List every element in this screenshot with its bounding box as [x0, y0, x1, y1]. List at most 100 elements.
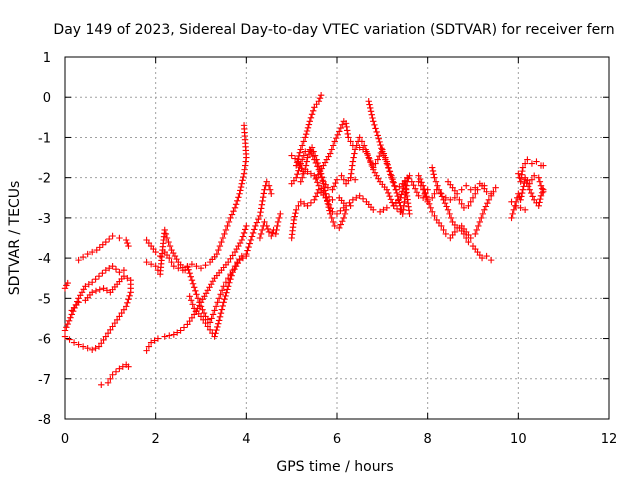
data-point	[231, 204, 239, 212]
data-point	[365, 154, 372, 161]
data-point	[478, 254, 486, 262]
data-point	[517, 178, 524, 185]
data-point	[175, 264, 182, 272]
data-point	[304, 154, 311, 161]
data-point	[253, 219, 261, 226]
data-point	[246, 240, 253, 247]
data-point	[537, 182, 545, 189]
data-point	[364, 150, 371, 157]
data-point	[330, 183, 338, 190]
data-point	[314, 189, 321, 197]
data-point	[524, 156, 531, 163]
data-point	[302, 134, 309, 141]
plot-frame	[64, 56, 610, 420]
data-point	[125, 296, 132, 303]
data-point	[299, 142, 306, 149]
y-tick-label: -4	[38, 252, 51, 267]
data-point	[307, 170, 315, 177]
data-point	[333, 176, 341, 183]
data-point	[336, 128, 343, 135]
data-point	[194, 295, 202, 302]
data-point	[297, 198, 304, 205]
data-point	[249, 229, 257, 237]
data-point	[102, 266, 109, 274]
data-point	[538, 185, 546, 192]
data-point	[227, 214, 234, 222]
data-point	[314, 179, 321, 186]
data-point	[259, 226, 266, 234]
data-point	[225, 258, 232, 266]
data-point	[349, 158, 357, 165]
data-point	[347, 174, 354, 181]
data-point	[453, 224, 461, 232]
series-arc-02	[61, 279, 71, 292]
data-point	[125, 242, 132, 250]
data-point	[398, 191, 405, 198]
data-point	[257, 208, 264, 216]
data-point	[293, 159, 301, 166]
data-point	[112, 265, 120, 273]
data-point	[75, 256, 82, 264]
data-point	[107, 289, 114, 296]
data-point	[320, 180, 327, 187]
data-point	[63, 324, 70, 331]
data-point	[244, 247, 251, 254]
data-point	[528, 160, 536, 167]
data-point	[340, 214, 347, 222]
data-point	[227, 255, 234, 262]
y-tick-label: 0	[43, 91, 51, 106]
data-point	[302, 148, 309, 155]
data-point	[465, 202, 472, 210]
data-point	[472, 190, 479, 197]
data-point	[166, 332, 173, 339]
data-point	[116, 234, 123, 242]
data-point	[344, 127, 351, 134]
data-point	[221, 230, 228, 238]
data-point	[200, 316, 207, 323]
data-point	[349, 196, 357, 203]
data-point	[315, 98, 323, 105]
data-point	[508, 198, 515, 205]
y-tick-label: -3	[38, 212, 51, 227]
data-point	[484, 199, 491, 207]
data-point	[337, 124, 344, 132]
data-point	[374, 132, 381, 139]
data-point	[89, 346, 96, 354]
data-point	[79, 253, 87, 261]
data-point	[199, 306, 206, 313]
data-point	[230, 207, 237, 215]
data-point	[440, 196, 447, 203]
data-point	[399, 188, 406, 195]
data-point	[434, 182, 441, 189]
data-point	[347, 138, 354, 145]
data-point	[519, 186, 527, 193]
data-point	[443, 203, 450, 210]
data-point	[120, 306, 128, 313]
data-point	[92, 287, 100, 295]
data-point	[119, 363, 126, 370]
data-point	[400, 202, 408, 210]
data-point	[263, 178, 270, 185]
data-point	[242, 226, 249, 233]
data-point	[177, 327, 184, 334]
data-point	[96, 286, 103, 293]
data-point	[383, 186, 391, 193]
data-point	[123, 303, 130, 310]
data-point	[202, 261, 209, 269]
data-point	[307, 199, 315, 207]
data-point	[185, 266, 192, 273]
data-point	[248, 233, 256, 240]
data-point	[84, 345, 91, 352]
data-point	[221, 295, 228, 303]
data-point	[353, 142, 360, 149]
series-arc-23	[444, 178, 488, 197]
data-point	[206, 326, 214, 334]
data-point	[415, 192, 422, 199]
data-point	[479, 210, 487, 218]
data-point	[345, 134, 352, 141]
data-point	[332, 179, 339, 187]
data-point	[109, 371, 116, 378]
data-point	[191, 284, 198, 291]
chart-title: Day 149 of 2023, Sidereal Day-to-day VTE…	[53, 22, 614, 38]
data-point	[535, 174, 542, 181]
